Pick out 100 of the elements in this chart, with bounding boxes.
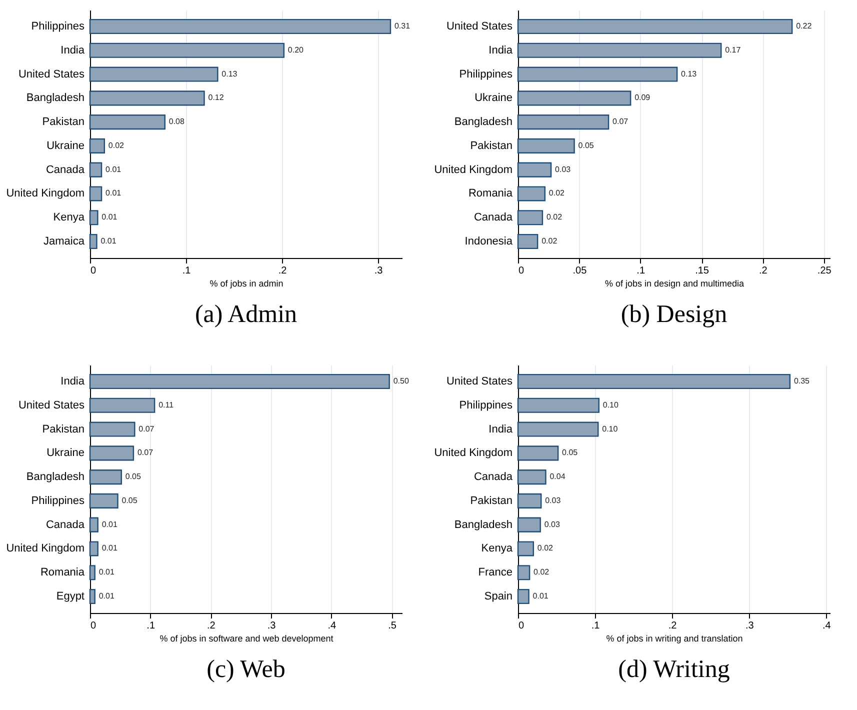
text: (a) Admin [194, 301, 298, 328]
y-tick-label: Spain [484, 590, 512, 603]
x-tick-label: .2 [668, 620, 678, 632]
data-label: 0.31 [394, 21, 411, 30]
y-tick-label: India [488, 44, 514, 56]
x-tick-label: .1 [636, 266, 646, 276]
y-tick-label: Romania [468, 188, 514, 200]
data-label: 0.01 [532, 592, 549, 601]
data-label: 0.20 [288, 45, 304, 54]
bar [517, 565, 530, 580]
data-label: 0.10 [602, 424, 618, 434]
text: (b) Design [620, 301, 728, 328]
data-label: 0.01 [106, 188, 122, 198]
y-tick-label: Pakistan [42, 423, 84, 436]
data-label: 0.01 [106, 164, 122, 174]
x-tick-label: .1 [182, 266, 192, 276]
data-label: 0.02 [548, 188, 566, 198]
y-tick-label: France [478, 566, 512, 579]
data-label: 0.07 [137, 448, 154, 458]
x-tick-label: 0 [518, 266, 524, 276]
x-tick-label: .3 [745, 620, 754, 632]
x-tick-label: .3 [374, 266, 384, 276]
y-tick-label: Canada [46, 518, 86, 531]
y-tick-label: Bangladesh [454, 116, 512, 128]
bar [89, 517, 98, 532]
y-tick-label: Kenya [481, 542, 514, 555]
y-tick-label: United Kingdom [6, 542, 84, 555]
bar [517, 18, 793, 34]
text: (c) Web [206, 656, 286, 683]
y-tick-label: Pakistan [470, 140, 512, 152]
bar [89, 565, 96, 580]
data-label: 0.03 [545, 496, 562, 505]
y-tick-label: United Kingdom [434, 447, 512, 460]
data-label: 0.08 [168, 117, 185, 126]
data-label: 0.05 [125, 472, 142, 482]
y-tick-label: United States [446, 20, 513, 32]
y-tick-label: India [488, 423, 514, 436]
x-tick-label: .2 [278, 266, 288, 276]
y-tick-label: India [60, 44, 86, 56]
y-tick-label: Pakistan [42, 116, 84, 128]
bar [517, 374, 791, 390]
data-label: 0.01 [102, 212, 118, 222]
x-tick-label: 0 [518, 620, 524, 632]
bar [89, 398, 156, 413]
bar [517, 186, 546, 202]
data-label: 0.09 [634, 93, 651, 102]
bar [517, 541, 534, 556]
bar [89, 470, 122, 485]
y-tick-label: Indonesia [464, 236, 514, 248]
y-tick-label: Pakistan [470, 494, 512, 507]
x-tick-label: .2 [759, 266, 768, 276]
bar [517, 66, 678, 82]
x-tick-label: .15 [695, 266, 710, 276]
data-label: 0.11 [158, 400, 174, 410]
data-label: 0.01 [100, 236, 117, 246]
x-axis-title: % of jobs in admin [210, 278, 284, 288]
data-label: 0.05 [562, 448, 578, 458]
data-label: 0.01 [102, 520, 118, 529]
y-tick-label: Canada [46, 164, 86, 176]
data-label: 0.10 [602, 400, 620, 410]
data-label: 0.03 [544, 520, 560, 529]
data-label: 0.02 [534, 568, 550, 577]
y-tick-label: Bangladesh [26, 471, 84, 484]
x-tick-label: 0 [90, 620, 96, 632]
y-tick-label: Canada [474, 212, 514, 224]
data-label: 0.01 [102, 544, 118, 553]
x-tick-label: 0 [90, 266, 96, 276]
y-tick-label: Romania [40, 566, 86, 579]
y-tick-label: United States [18, 399, 85, 412]
y-tick-label: India [60, 375, 86, 388]
bar [89, 422, 136, 437]
bar [89, 541, 98, 556]
y-tick-label: Philippines [459, 68, 513, 80]
bar [517, 138, 575, 154]
data-label: 0.05 [122, 496, 138, 505]
y-tick-label: Ukraine [46, 140, 84, 152]
x-tick-label: .2 [207, 620, 216, 632]
x-tick-label: .1 [146, 620, 156, 632]
data-label: 0.01 [98, 592, 115, 601]
data-label: 0.02 [537, 544, 554, 553]
bar [89, 588, 96, 604]
text: (d) Writing [618, 656, 730, 683]
x-axis-title: % of jobs in design and multimedia [604, 278, 744, 288]
data-label: 0.13 [222, 69, 238, 78]
y-tick-label: United States [446, 375, 513, 388]
data-label: 0.01 [98, 568, 115, 577]
bar [517, 42, 722, 58]
y-tick-label: Philippines [459, 399, 513, 412]
x-tick-label: .1 [591, 620, 600, 632]
data-label: 0.07 [138, 424, 155, 434]
data-label: 0.02 [542, 236, 558, 246]
data-label: 0.12 [208, 93, 224, 102]
bar [89, 493, 118, 508]
data-label: 0.13 [681, 69, 698, 78]
y-tick-label: United States [18, 68, 85, 80]
y-tick-label: United Kingdom [6, 188, 84, 200]
bar [517, 162, 552, 178]
x-tick-label: .4 [822, 620, 832, 632]
x-tick-label: .05 [572, 266, 588, 276]
y-tick-label: Ukraine [474, 92, 512, 104]
